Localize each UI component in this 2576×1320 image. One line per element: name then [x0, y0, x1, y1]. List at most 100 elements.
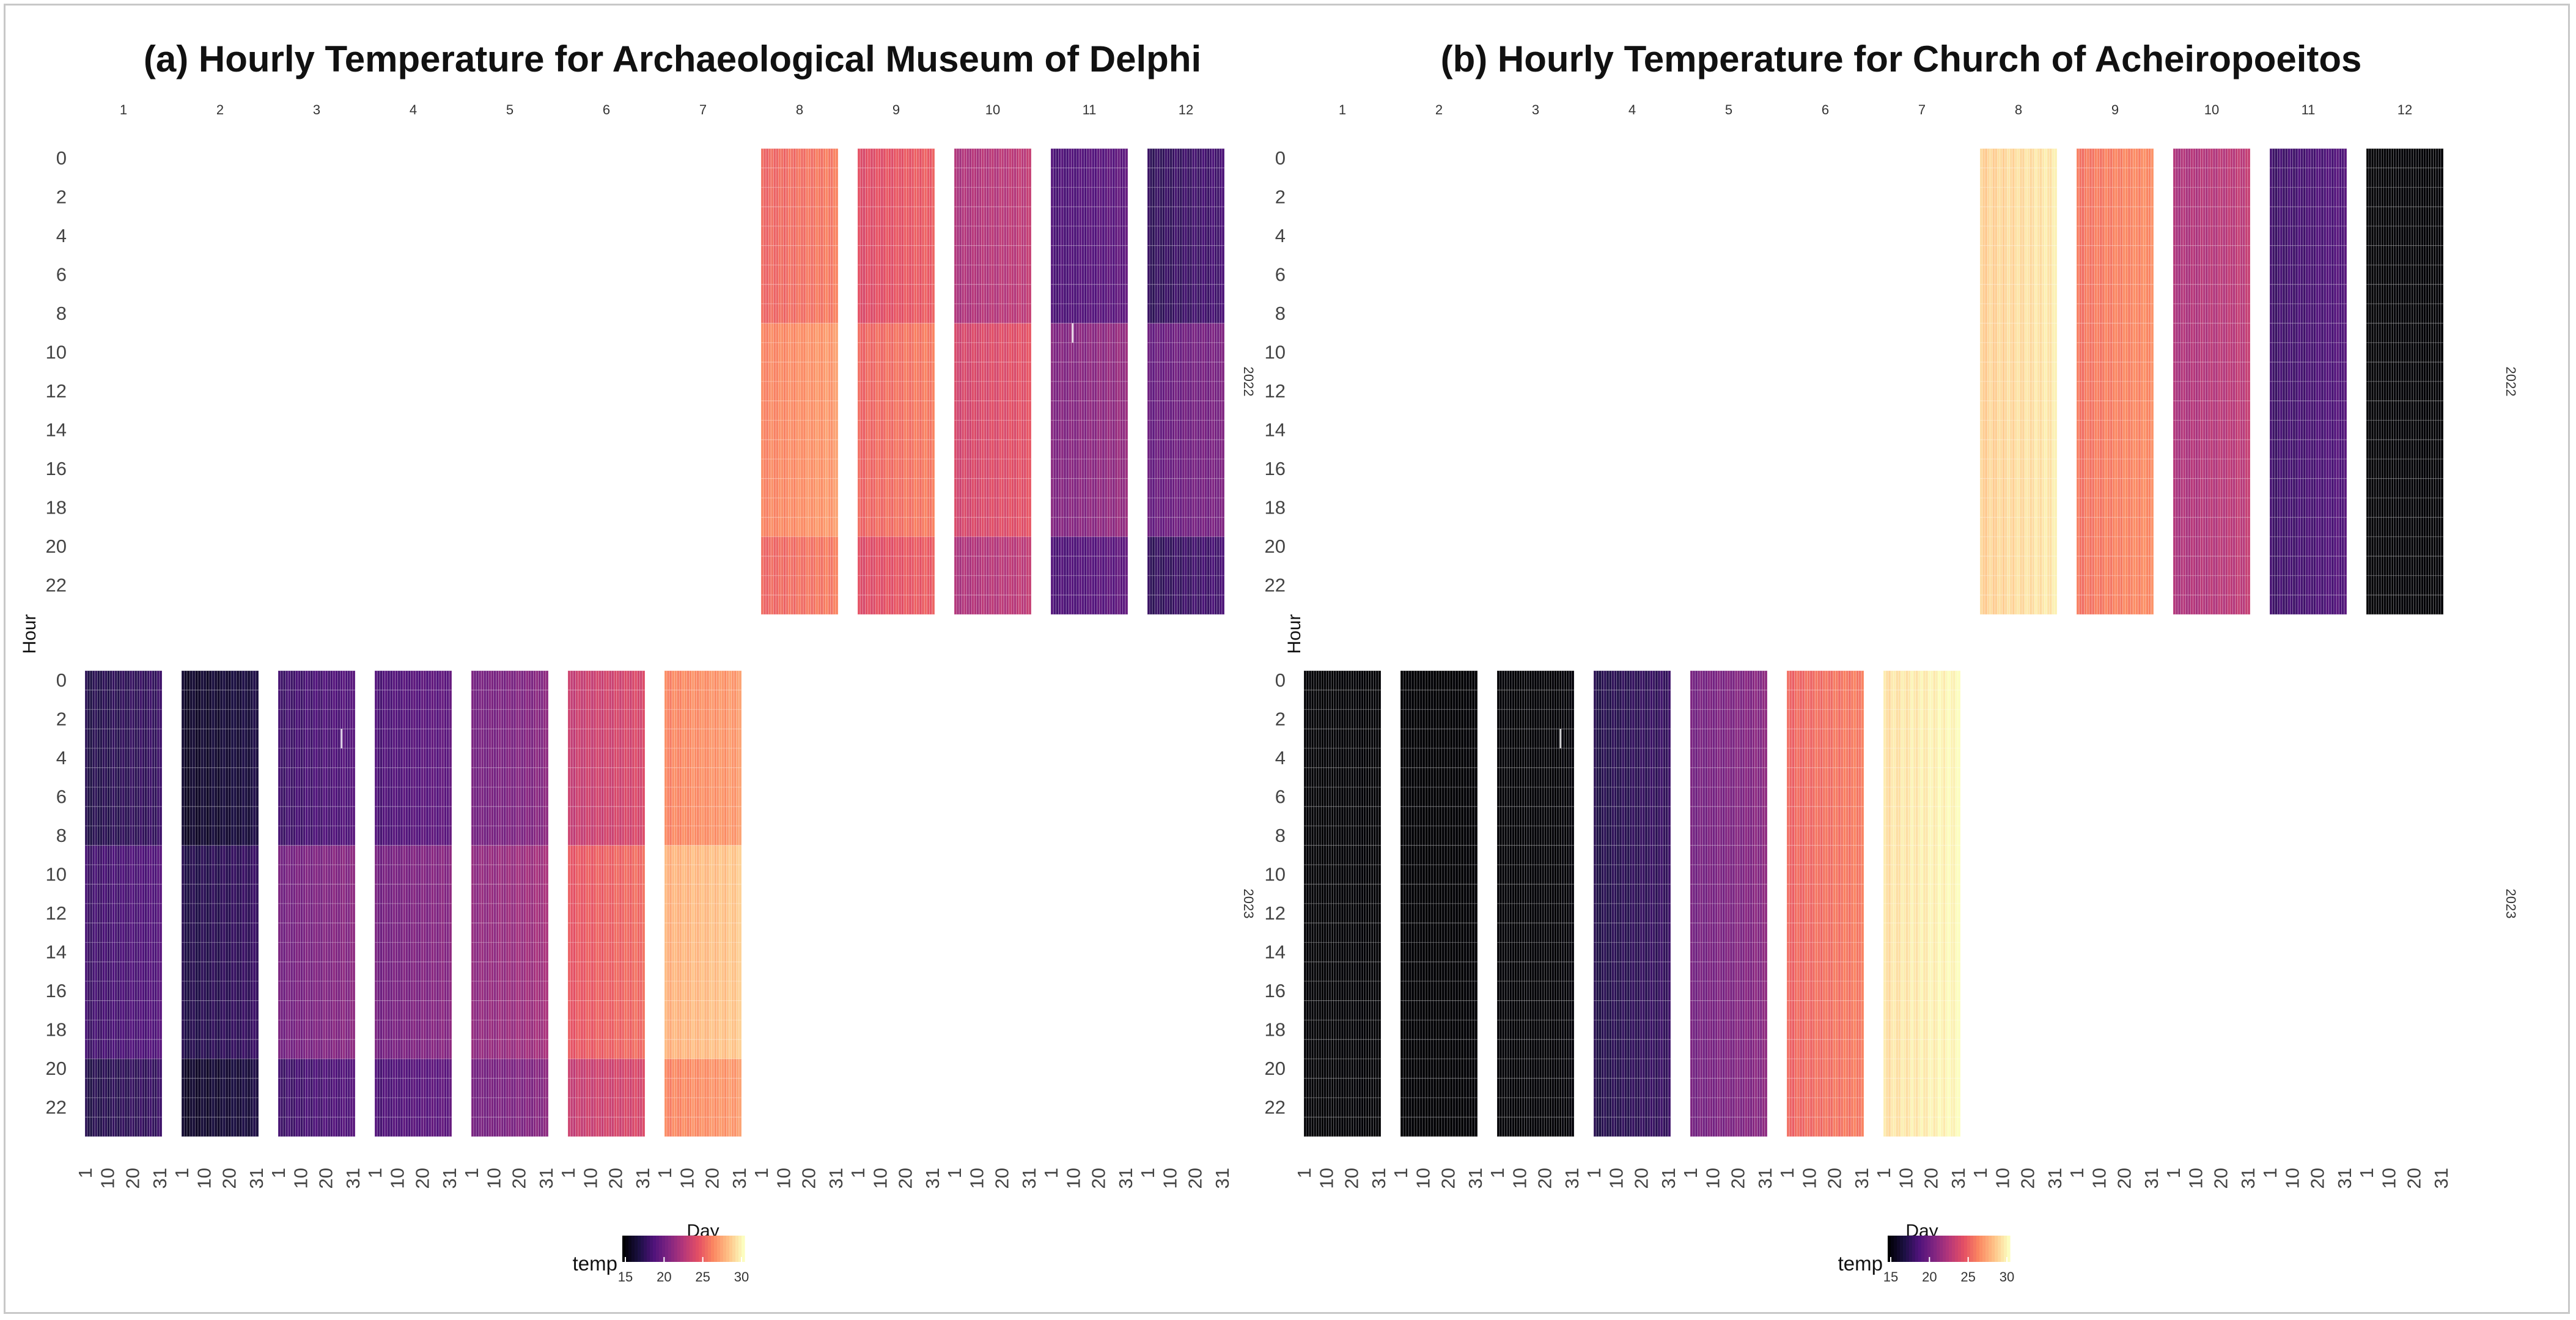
heat-cell [968, 459, 973, 479]
heat-cell [94, 1058, 98, 1079]
heat-cell [1112, 575, 1116, 595]
heat-cell [988, 381, 992, 402]
heat-cell [828, 439, 831, 460]
heat-cell [956, 361, 960, 382]
heat-cell [141, 961, 145, 982]
heat-cell [144, 883, 148, 904]
heat-cell [1187, 419, 1190, 440]
heat-cell [1061, 459, 1064, 479]
heat-cell [1219, 517, 1223, 537]
heat-cell [1010, 342, 1015, 363]
heat-cell [1102, 497, 1105, 518]
heat-cell [1094, 245, 1098, 266]
heat-cell [87, 690, 90, 710]
heat-cell [208, 1019, 213, 1040]
heat-cell [862, 556, 866, 577]
heat-cell [1184, 284, 1188, 304]
heat-cell [872, 206, 876, 227]
heat-cell [84, 806, 88, 827]
heat-cell [189, 942, 193, 962]
heat-cell [87, 1019, 90, 1040]
heat-cell [773, 303, 776, 324]
heat-cell [1117, 381, 1121, 402]
heat-cell [775, 439, 779, 460]
heat-cell [900, 206, 905, 227]
heat-cell [1073, 536, 1077, 557]
heat-cell [147, 845, 150, 866]
heat-cell [1219, 284, 1223, 304]
heat-cell [763, 419, 767, 440]
heat-cell [92, 961, 95, 982]
heat-cell [117, 1000, 120, 1021]
heat-cell [129, 1019, 133, 1040]
heat-cell [859, 226, 863, 246]
heat-cell [926, 536, 930, 557]
heat-cell [921, 419, 925, 440]
heat-cell [966, 303, 970, 324]
heat-cell [1221, 168, 1225, 188]
heat-cell [775, 459, 779, 479]
heat-cell [183, 1097, 188, 1118]
heat-cell [862, 459, 866, 479]
heat-cell [911, 478, 914, 499]
heat-cell [1114, 264, 1118, 285]
heat-cell [988, 497, 992, 518]
heat-cell [1159, 342, 1163, 363]
heat-cell [859, 594, 863, 615]
heat-cell [141, 1078, 145, 1099]
heat-cell [117, 1078, 120, 1099]
heat-cell [996, 536, 999, 557]
heat-cell [194, 670, 199, 691]
heat-cell [1169, 264, 1173, 285]
heat-cell [122, 845, 125, 866]
heat-cell [1172, 284, 1176, 304]
heat-cell [798, 148, 801, 169]
heat-cell [890, 284, 894, 304]
heat-cell [926, 186, 930, 207]
heat-cell [898, 400, 902, 421]
heat-cell [114, 903, 118, 924]
heat-cell [1050, 148, 1054, 169]
heat-cell [154, 767, 158, 788]
heat-cell [981, 264, 985, 285]
heat-cell [966, 284, 970, 304]
heat-cell [238, 1000, 243, 1021]
heat-cell [1206, 536, 1210, 557]
heat-cell [782, 556, 787, 577]
heat-cell [1119, 264, 1124, 285]
heat-cell [906, 284, 910, 304]
heat-cell [238, 1039, 243, 1060]
heat-cell [875, 400, 879, 421]
heat-cell [1204, 459, 1208, 479]
heat-cell [825, 148, 829, 169]
heat-cell [1026, 245, 1029, 266]
heat-cell [815, 400, 819, 421]
heat-cell [908, 594, 912, 615]
heat-cell [1055, 497, 1059, 518]
heat-cell [1147, 342, 1150, 363]
heat-cell [203, 786, 207, 807]
heat-cell [932, 556, 935, 577]
heat-cell [872, 226, 876, 246]
heat-cell [99, 903, 103, 924]
heat-cell [763, 400, 767, 421]
heat-cell [101, 786, 106, 807]
heat-cell [192, 845, 196, 866]
heat-cell [197, 1058, 202, 1079]
heat-cell [222, 1000, 226, 1021]
heat-cell [828, 400, 831, 421]
heat-cell [864, 264, 869, 285]
heat-cell [1172, 594, 1176, 615]
heat-cell [1187, 575, 1190, 595]
heat-cell [835, 361, 839, 382]
heat-cell [875, 594, 879, 615]
heat-cell [1177, 478, 1180, 499]
heat-cell [159, 961, 163, 982]
heat-cell [1221, 323, 1225, 344]
heat-cell [786, 323, 789, 344]
heat-cell [194, 709, 199, 729]
heat-cell [1154, 497, 1158, 518]
heat-cell [786, 478, 789, 499]
heat-cell [1152, 459, 1155, 479]
heat-cell [798, 478, 801, 499]
